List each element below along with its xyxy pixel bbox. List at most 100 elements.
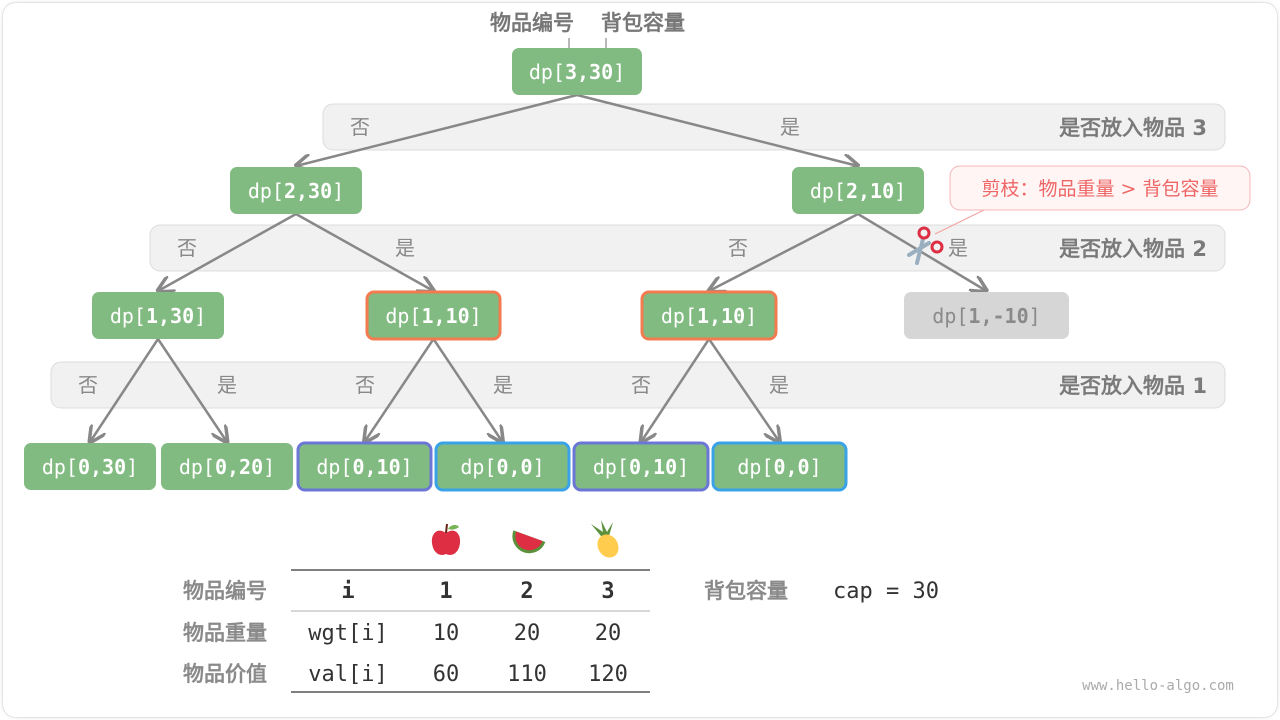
handle (917, 226, 931, 240)
band-label: 是否放入物品 1 (1059, 374, 1207, 398)
item-index-label: 物品编号 (490, 11, 574, 35)
node-label: dp[0,0] (460, 455, 544, 479)
node-args: 0,10 (352, 455, 400, 479)
dp-node: dp[2,30] (230, 167, 362, 214)
node-prefix: dp[ (737, 455, 773, 479)
table-cell: 10 (433, 621, 460, 646)
node-suffix: ] (810, 455, 822, 479)
capacity-label: 背包容量 (601, 11, 685, 35)
tree-edge (432, 338, 503, 442)
yes-label: 是 (395, 236, 415, 260)
node-label: dp[1,10] (661, 304, 757, 328)
decision-band (50, 361, 1226, 409)
scissors-icon (907, 226, 944, 265)
node-label: dp[1,30] (110, 304, 206, 328)
node-label: dp[0,20] (179, 455, 275, 479)
node-suffix: ] (401, 455, 413, 479)
node-label: dp[3,30] (529, 60, 625, 84)
dp-node: dp[0,30] (24, 443, 156, 490)
apple-body (431, 530, 461, 555)
node-box (792, 167, 924, 214)
no-label: 否 (355, 373, 375, 397)
apple-stem (445, 523, 448, 534)
node-box (230, 167, 362, 214)
dp-node: dp[0,10] (572, 441, 710, 492)
node-suffix: ] (613, 60, 625, 84)
table-header-cell: 1 (439, 579, 452, 604)
node-box (434, 441, 571, 492)
apple-leaf (448, 525, 459, 530)
dp-node: dp[2,10] (792, 167, 924, 214)
node-box (711, 441, 848, 492)
tree-edge (90, 338, 160, 442)
node-label: dp[0,30] (42, 455, 138, 479)
table-row-label: 物品重量 (183, 621, 267, 645)
node-args: 0,20 (215, 455, 263, 479)
node-prefix: dp[ (460, 455, 496, 479)
tree-edge (296, 93, 578, 166)
pineapple-leaves (591, 520, 613, 536)
tree-edge (707, 338, 780, 442)
table-header-cell: 3 (601, 579, 614, 604)
table-cell: 110 (507, 662, 547, 687)
node-label: dp[0,10] (593, 455, 689, 479)
decision-band (149, 224, 1226, 272)
no-label: 否 (350, 115, 370, 139)
node-suffix: ] (1029, 304, 1041, 328)
flesh (515, 531, 543, 551)
node-suffix: ] (332, 179, 344, 203)
node-args: 1,10 (697, 304, 745, 328)
node-label: dp[0,0] (737, 455, 821, 479)
decision-band (322, 103, 1226, 151)
dp-node: dp[0,0] (711, 441, 848, 492)
node-suffix: ] (263, 455, 275, 479)
node-args: 2,30 (284, 179, 332, 203)
no-label: 否 (177, 236, 197, 260)
node-prefix: dp[ (110, 304, 146, 328)
node-prefix: dp[ (42, 455, 78, 479)
node-box (365, 290, 502, 341)
pineapple-icon (591, 520, 619, 558)
band-label: 是否放入物品 2 (1059, 237, 1207, 261)
table-cell: val[i] (308, 662, 387, 687)
node-prefix: dp[ (316, 455, 352, 479)
node-prefix: dp[ (810, 179, 846, 203)
dp-node: dp[1,-10] (904, 292, 1069, 339)
tree-edge (365, 338, 435, 442)
node-box (24, 443, 156, 490)
tree-edge (295, 212, 434, 291)
node-suffix: ] (126, 455, 138, 479)
node-prefix: dp[ (529, 60, 565, 84)
handle (930, 240, 944, 254)
tree-edge (576, 93, 858, 166)
node-suffix: ] (533, 455, 545, 479)
tree-edge (156, 338, 227, 442)
node-suffix: ] (470, 304, 482, 328)
no-label: 否 (78, 373, 98, 397)
node-args: 1,-10 (968, 304, 1028, 328)
watermark: www.hello-algo.com (1082, 678, 1234, 694)
node-box (296, 441, 433, 492)
dp-node: dp[0,0] (434, 441, 571, 492)
table-header-cell: 2 (520, 579, 533, 604)
tree-edge (641, 338, 711, 442)
apple-icon (431, 523, 461, 555)
table-cell: 20 (595, 621, 622, 646)
node-args: 0,0 (496, 455, 532, 479)
yes-label: 是 (217, 373, 237, 397)
yes-label: 是 (780, 115, 800, 139)
node-args: 1,30 (146, 304, 194, 328)
dp-node: dp[0,20] (161, 443, 293, 490)
node-prefix: dp[ (385, 304, 421, 328)
node-box (92, 292, 224, 339)
yes-label: 是 (769, 373, 789, 397)
capacity-title: 背包容量 (704, 579, 788, 603)
node-label: dp[1,-10] (932, 304, 1040, 328)
table-cell: wgt[i] (308, 621, 387, 646)
node-prefix: dp[ (661, 304, 697, 328)
note-pointer (934, 209, 985, 235)
node-suffix: ] (194, 304, 206, 328)
node-args: 2,10 (846, 179, 894, 203)
